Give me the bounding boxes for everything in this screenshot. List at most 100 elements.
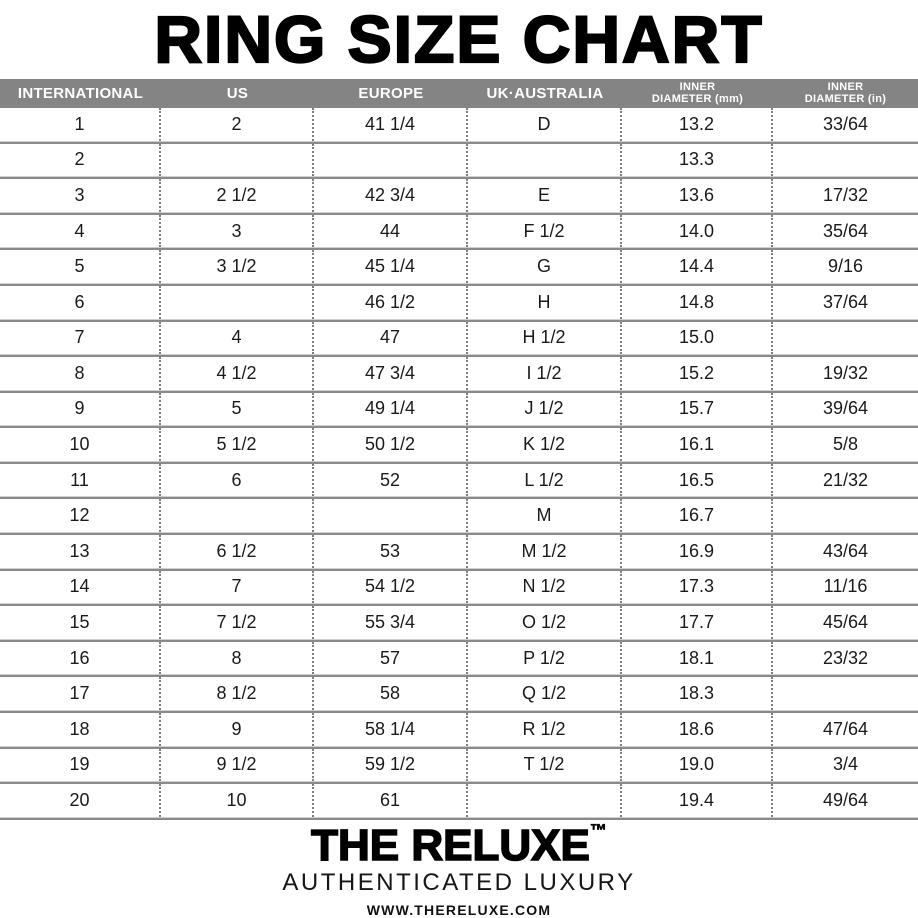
table-row: 14 7 54 1/2 N 1/2 17.3 11/16 (0, 570, 918, 604)
row-divider (0, 176, 918, 180)
table-row: 18 9 58 1/4 R 1/2 18.6 47/64 (0, 713, 918, 746)
table-cell: 37/64 (822, 291, 869, 312)
table-cell: 46 1/2 (314, 285, 468, 319)
table-cell: 18.1 (622, 641, 773, 675)
table-cell: 13 (0, 535, 161, 568)
table-cell: 11/16 (823, 576, 868, 597)
table-cell: 49 1/4 (314, 392, 468, 426)
table-cell: T 1/2 (468, 748, 622, 782)
table-cell: D (468, 107, 622, 141)
table-cell: H (468, 285, 622, 319)
table-cell: 5/8 (832, 434, 859, 455)
table-cell (773, 144, 918, 177)
table-cell (773, 677, 918, 710)
table-row: 2 13.3 (0, 143, 918, 177)
brand-name: THE RELUXE (310, 820, 590, 870)
row-divider (0, 638, 918, 642)
column-header-us: US (226, 84, 249, 102)
table-cell: 44 (314, 214, 468, 248)
row-divider (0, 745, 918, 749)
table-cell (161, 285, 314, 319)
table-cell: 8 (0, 357, 161, 390)
brand-tagline: AUTHENTICATED LUXURY (282, 869, 636, 896)
table-row: 15 7 1/2 55 3/4 O 1/2 17.7 45/64 (0, 606, 918, 639)
table-cell: 57 (314, 641, 468, 675)
table-cell: 16.1 (622, 428, 773, 461)
table-cell: H 1/2 (468, 321, 622, 355)
table-cell: Q 1/2 (468, 677, 622, 711)
table-row: 17 8 1/2 58 Q 1/2 18.3 (0, 677, 918, 711)
table-cell: 13.2 (622, 107, 773, 141)
table-cell: N 1/2 (468, 570, 622, 604)
table-cell (161, 143, 314, 177)
title-area: RING SIZE CHART (0, 0, 918, 79)
table-cell: 3 (0, 179, 161, 212)
table-cell: 47 3/4 (314, 357, 468, 390)
table-cell: 5 (161, 392, 314, 426)
table-cell: 9 1/2 (161, 748, 314, 782)
table-cell: 6 1/2 (161, 535, 314, 568)
table-cell: 16.5 (622, 463, 773, 497)
table-cell: 16.9 (622, 535, 773, 568)
row-divider (0, 710, 918, 714)
table-cell: 10 (0, 428, 161, 461)
table-body: 1 2 41 1/4 D 13.2 33/64 2 13.3 3 2 1/2 42 3/4 E 13.6… (0, 107, 918, 820)
table-cell: 15.7 (622, 392, 773, 426)
table-cell: 7 (161, 570, 314, 604)
table-cell: 14.8 (622, 285, 773, 319)
table-cell: 33/64 (822, 113, 869, 134)
table-cell: 50 1/2 (314, 428, 468, 461)
table-cell: L 1/2 (468, 463, 622, 497)
row-divider (0, 389, 918, 393)
table-cell: 47 (314, 321, 468, 355)
page-title: RING SIZE CHART (153, 1, 764, 77)
table-cell: 59 1/2 (314, 748, 468, 782)
table-cell: 55 3/4 (314, 606, 468, 639)
column-header-inner-diameter-mm: INNER DIAMETER (mm) (651, 80, 744, 106)
table-row: 13 6 1/2 53 M 1/2 16.9 43/64 (0, 535, 918, 568)
row-divider (0, 318, 918, 322)
table-cell: 4 1/2 (161, 357, 314, 390)
table-cell: 52 (314, 463, 468, 497)
table-cell: 17.7 (622, 606, 773, 639)
row-divider (0, 567, 918, 571)
table-row: 7 4 47 H 1/2 15.0 (0, 321, 918, 355)
table-cell: 1 (0, 107, 161, 141)
row-divider (0, 425, 918, 429)
table-cell: 43/64 (822, 540, 869, 561)
row-divider (0, 496, 918, 500)
footer: THE RELUXE™ AUTHENTICATED LUXURY WWW.THE… (0, 820, 918, 918)
table-cell: 61 (314, 784, 468, 817)
row-divider (0, 247, 918, 251)
table-cell (314, 143, 468, 177)
size-table: INTERNATIONAL US EUROPE UK·AUSTRALIA INNER D… (0, 78, 918, 820)
table-cell: 12 (0, 499, 161, 533)
brand-logo: THE RELUXE™ (0, 820, 918, 870)
table-cell: O 1/2 (468, 606, 622, 639)
column-header-europe: EUROPE (358, 84, 424, 102)
row-divider (0, 603, 918, 607)
website-url: WWW.THERELUXE.COM (366, 902, 552, 918)
table-cell: 18.6 (622, 713, 773, 746)
table-cell: 58 1/4 (314, 713, 468, 746)
table-cell: 47/64 (822, 718, 869, 739)
table-cell: I 1/2 (468, 357, 622, 390)
table-cell: 20 (0, 784, 161, 817)
table-cell: 45/64 (822, 612, 869, 633)
table-cell: 5 1/2 (161, 428, 314, 461)
table-row: 11 6 52 L 1/2 16.5 21/32 (0, 463, 918, 497)
table-cell: 54 1/2 (314, 570, 468, 604)
row-divider (0, 674, 918, 678)
table-cell: 23/32 (822, 647, 869, 668)
table-cell: 21/32 (822, 469, 869, 490)
table-cell: M (468, 499, 622, 533)
table-cell: 2 (0, 143, 161, 177)
table-cell: G (468, 250, 622, 283)
column-header-inner-diameter-in: INNER DIAMETER (in) (804, 80, 887, 106)
table-cell: 8 1/2 (161, 677, 314, 711)
table-cell: 18 (0, 713, 161, 746)
column-header-international: INTERNATIONAL (17, 84, 144, 102)
